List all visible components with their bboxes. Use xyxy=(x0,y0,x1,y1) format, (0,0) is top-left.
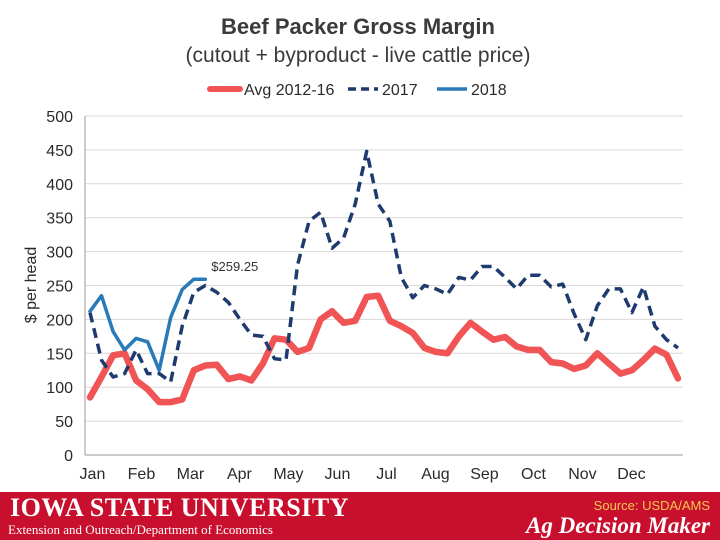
y-tick-label: 0 xyxy=(64,448,73,465)
x-tick-label: Jun xyxy=(325,466,351,483)
y-tick-label: 50 xyxy=(55,414,73,431)
x-tick-label: Mar xyxy=(177,466,205,483)
y-tick-label: 150 xyxy=(46,346,73,363)
x-tick-label: Oct xyxy=(521,466,546,483)
y-tick-label: 200 xyxy=(46,312,73,329)
y-axis-label: $ per head xyxy=(23,247,40,324)
chart-title: Beef Packer Gross Margin xyxy=(221,14,495,39)
y-tick-label: 400 xyxy=(46,177,73,194)
x-tick-label: May xyxy=(273,466,303,483)
annotation-2018-last: $259.25 xyxy=(211,259,258,274)
chart: Beef Packer Gross Margin (cutout + bypro… xyxy=(23,14,683,483)
series-line-avg-2012-16 xyxy=(86,292,682,406)
source-note: Source: USDA/AMS xyxy=(593,498,710,513)
y-tick-label: 300 xyxy=(46,245,73,262)
series-line-2018 xyxy=(88,277,208,373)
legend-label: Avg 2012-16 xyxy=(244,82,335,99)
legend-label: 2018 xyxy=(471,82,507,99)
x-axis-ticks: Jan Feb Mar Apr May Jun Jul Aug Sep Oct Nov Dec xyxy=(80,466,646,483)
x-tick-label: Apr xyxy=(227,466,253,483)
y-tick-label: 500 xyxy=(46,109,73,126)
series-line-2017 xyxy=(88,149,680,384)
y-tick-label: 250 xyxy=(46,279,73,296)
x-tick-label: Aug xyxy=(421,466,449,483)
x-tick-label: Sep xyxy=(470,466,499,483)
x-tick-label: Dec xyxy=(617,466,645,483)
extension-text: Extension and Outreach/Department of Eco… xyxy=(8,522,273,537)
y-tick-label: 100 xyxy=(46,380,73,397)
chart-subtitle: (cutout + byproduct - live cattle price) xyxy=(186,44,531,67)
legend-label: 2017 xyxy=(382,82,418,99)
x-tick-label: Nov xyxy=(568,466,596,483)
university-logo-text: IOWA STATE UNIVERSITY xyxy=(10,493,349,522)
y-tick-label: 450 xyxy=(46,143,73,160)
x-tick-label: Jan xyxy=(80,466,106,483)
legend: Avg 2012-16 2017 2018 xyxy=(207,82,507,99)
y-tick-label: 350 xyxy=(46,211,73,228)
x-tick-label: Feb xyxy=(128,466,156,483)
series-lines xyxy=(86,149,682,406)
y-axis-ticks: 0 50 100 150 200 250 300 350 400 450 500 xyxy=(46,109,73,465)
x-tick-label: Jul xyxy=(376,466,396,483)
footer-banner: IOWA STATE UNIVERSITY Extension and Outr… xyxy=(0,492,720,540)
gridlines xyxy=(84,115,683,456)
ag-decision-maker-logo-text: Ag Decision Maker xyxy=(526,513,710,538)
